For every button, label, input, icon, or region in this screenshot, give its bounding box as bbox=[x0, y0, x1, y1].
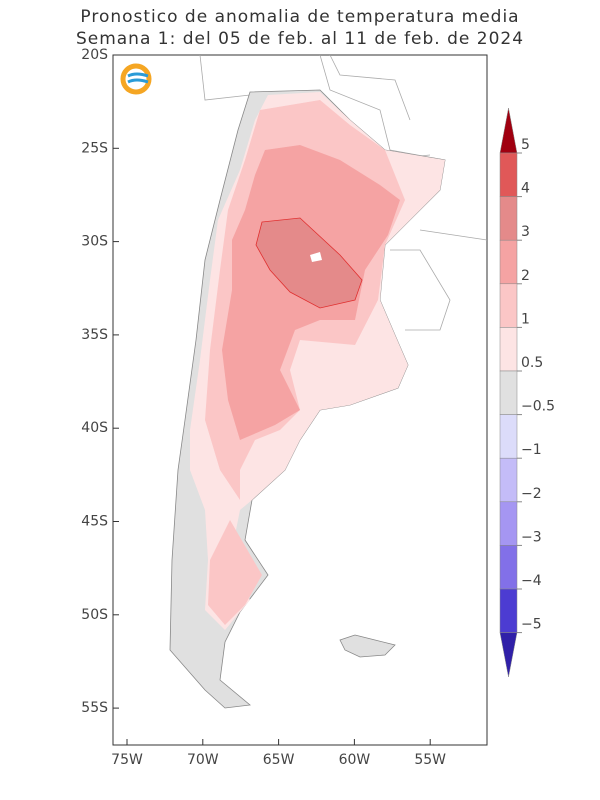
islands bbox=[339, 634, 396, 658]
lat-label: 35S bbox=[81, 327, 108, 343]
lon-label: 65W bbox=[263, 752, 295, 768]
zone-1-2 bbox=[208, 520, 262, 625]
colorbar-segment bbox=[499, 501, 518, 546]
colorbar-segment bbox=[499, 239, 518, 285]
lat-label: 30S bbox=[81, 234, 108, 250]
colorbar-segment bbox=[499, 152, 518, 197]
colorbar-label: −1 bbox=[521, 442, 542, 458]
colorbar-label: 1 bbox=[521, 311, 530, 327]
lat-label: 20S bbox=[81, 47, 108, 63]
colorbar-label: −5 bbox=[521, 617, 542, 633]
colorbar: 5 4 3 2 1 0.5 −0.5 −1 −2 −3 −4 −5 bbox=[499, 107, 555, 678]
zone-3-4 bbox=[255, 217, 363, 309]
colorbar-segment bbox=[499, 414, 518, 459]
title-line: Semana 1: del 05 de feb. al 11 de feb. d… bbox=[76, 29, 524, 49]
lon-label: 60W bbox=[339, 752, 371, 768]
colorbar-label: −4 bbox=[521, 573, 542, 589]
colorbar-label: −0.5 bbox=[521, 399, 555, 415]
colorbar-segment bbox=[499, 283, 518, 328]
colorbar-label: 4 bbox=[521, 181, 530, 197]
lat-label: 45S bbox=[81, 514, 108, 530]
lat-label: 40S bbox=[81, 420, 108, 436]
lat-label: 55S bbox=[81, 700, 108, 716]
colorbar-label: −3 bbox=[521, 529, 542, 545]
colorbar-arrow bbox=[499, 107, 518, 154]
lon-label: 75W bbox=[111, 752, 143, 768]
colorbar-segment bbox=[499, 370, 518, 415]
title-line: Pronostico de anomalia de temperatura me… bbox=[80, 7, 519, 27]
colorbar-label: 5 bbox=[521, 137, 530, 153]
lon-label: 55W bbox=[414, 752, 446, 768]
zone-hole bbox=[310, 252, 322, 262]
lon-label: 70W bbox=[187, 752, 219, 768]
colorbar-segment bbox=[499, 457, 518, 503]
lat-label: 50S bbox=[81, 607, 108, 623]
colorbar-segment bbox=[499, 196, 518, 241]
axes: 20S 25S 30S 35S 40S 45S 50S 55S 75W 70W 65W 60W 55W bbox=[81, 47, 446, 768]
colorbar-arrow bbox=[499, 632, 518, 678]
colorbar-label: −2 bbox=[521, 486, 542, 502]
colorbar-segment bbox=[499, 545, 518, 590]
map bbox=[112, 54, 488, 746]
lat-label: 25S bbox=[81, 140, 108, 156]
colorbar-label: 0.5 bbox=[521, 355, 543, 371]
colorbar-segment bbox=[499, 327, 518, 372]
logo bbox=[120, 63, 152, 95]
colorbar-segment bbox=[499, 588, 518, 633]
logo-waves bbox=[127, 72, 149, 84]
colorbar-label: 3 bbox=[521, 224, 530, 240]
colorbar-label: 2 bbox=[521, 268, 530, 284]
